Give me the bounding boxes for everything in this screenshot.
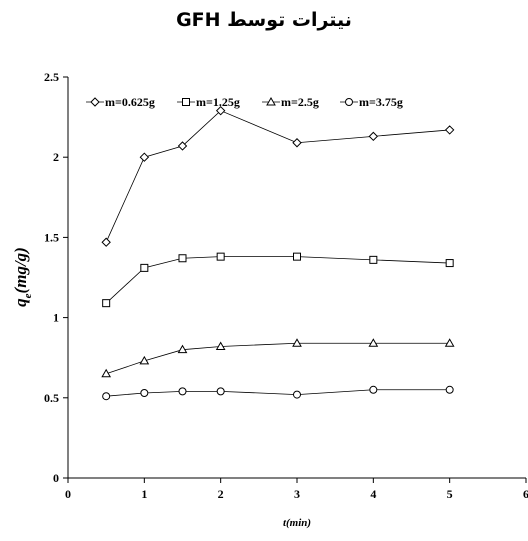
y-axis-title-main: q: [11, 298, 30, 307]
data-point-circle: [178, 387, 187, 396]
data-point-circle: [216, 387, 225, 396]
y-tick-label: 2: [53, 150, 59, 164]
data-point-diamond: [215, 105, 226, 116]
data-point-square: [445, 259, 454, 268]
data-point-circle: [293, 390, 301, 399]
legend-marker-circle: [345, 98, 353, 106]
data-point-triangle: [215, 341, 226, 350]
y-axis-title: qe(mg/g): [11, 247, 34, 307]
data-point-triangle: [139, 355, 150, 365]
data-point-diamond: [292, 138, 302, 148]
series-line-0: [105, 110, 450, 243]
data-point-diamond: [139, 152, 150, 162]
y-tick-label: 0.5: [44, 391, 59, 405]
legend-label: m=2.5g: [281, 95, 319, 109]
data-point-circle: [445, 385, 454, 394]
y-tick-label: 1.5: [44, 230, 59, 244]
legend-label: m=1.25g: [196, 95, 240, 109]
data-point-square: [102, 299, 111, 308]
x-tick-label: 2: [218, 487, 224, 501]
legend-label: m=0.625g: [105, 95, 155, 109]
data-point-triangle: [368, 338, 379, 347]
data-point-triangle: [177, 344, 188, 354]
y-tick-label: 1: [53, 311, 59, 325]
data-point-square: [293, 252, 301, 261]
data-point-diamond: [101, 237, 111, 247]
x-axis-title: t(min): [283, 517, 311, 529]
series-line-1: [105, 256, 450, 304]
y-tick-label: 0: [53, 471, 59, 485]
data-point-triangle: [292, 338, 302, 347]
series-line-3: [106, 389, 450, 397]
legend-marker-square: [182, 98, 190, 106]
data-point-diamond: [177, 141, 188, 151]
data-point-square: [140, 263, 149, 272]
data-point-circle: [102, 392, 111, 401]
x-tick-label: 5: [447, 487, 453, 501]
data-point-circle: [140, 388, 149, 397]
y-tick-label: 2.5: [44, 70, 59, 84]
legend-marker-triangle: [266, 96, 276, 106]
x-tick-label: 4: [370, 487, 376, 501]
data-point-circle: [369, 385, 378, 394]
data-point-square: [178, 254, 187, 263]
legend-marker-diamond: [90, 97, 100, 107]
data-point-square: [369, 255, 378, 264]
data-point-triangle: [101, 368, 112, 378]
plot-area: 0 1 2 3 4 5 6 0 0.5 1 1.5 2 2.5 m=0.625g m=1.25g m=2.5…: [44, 70, 528, 501]
legend-label: m=3.75g: [359, 95, 403, 109]
y-axis-title-units: (mg/g): [11, 247, 30, 293]
data-point-diamond: [444, 125, 455, 135]
data-point-square: [216, 252, 225, 261]
x-tick-label: 3: [294, 487, 300, 501]
x-tick-label: 0: [65, 487, 71, 501]
data-point-triangle: [444, 338, 455, 347]
y-axis-title-subscript: e: [22, 293, 34, 298]
x-tick-label: 6: [523, 487, 528, 501]
chart-title: نیترات توسط GFH: [176, 9, 352, 31]
data-point-diamond: [368, 131, 379, 142]
x-tick-label: 1: [141, 487, 147, 501]
series-line-2: [106, 342, 450, 375]
